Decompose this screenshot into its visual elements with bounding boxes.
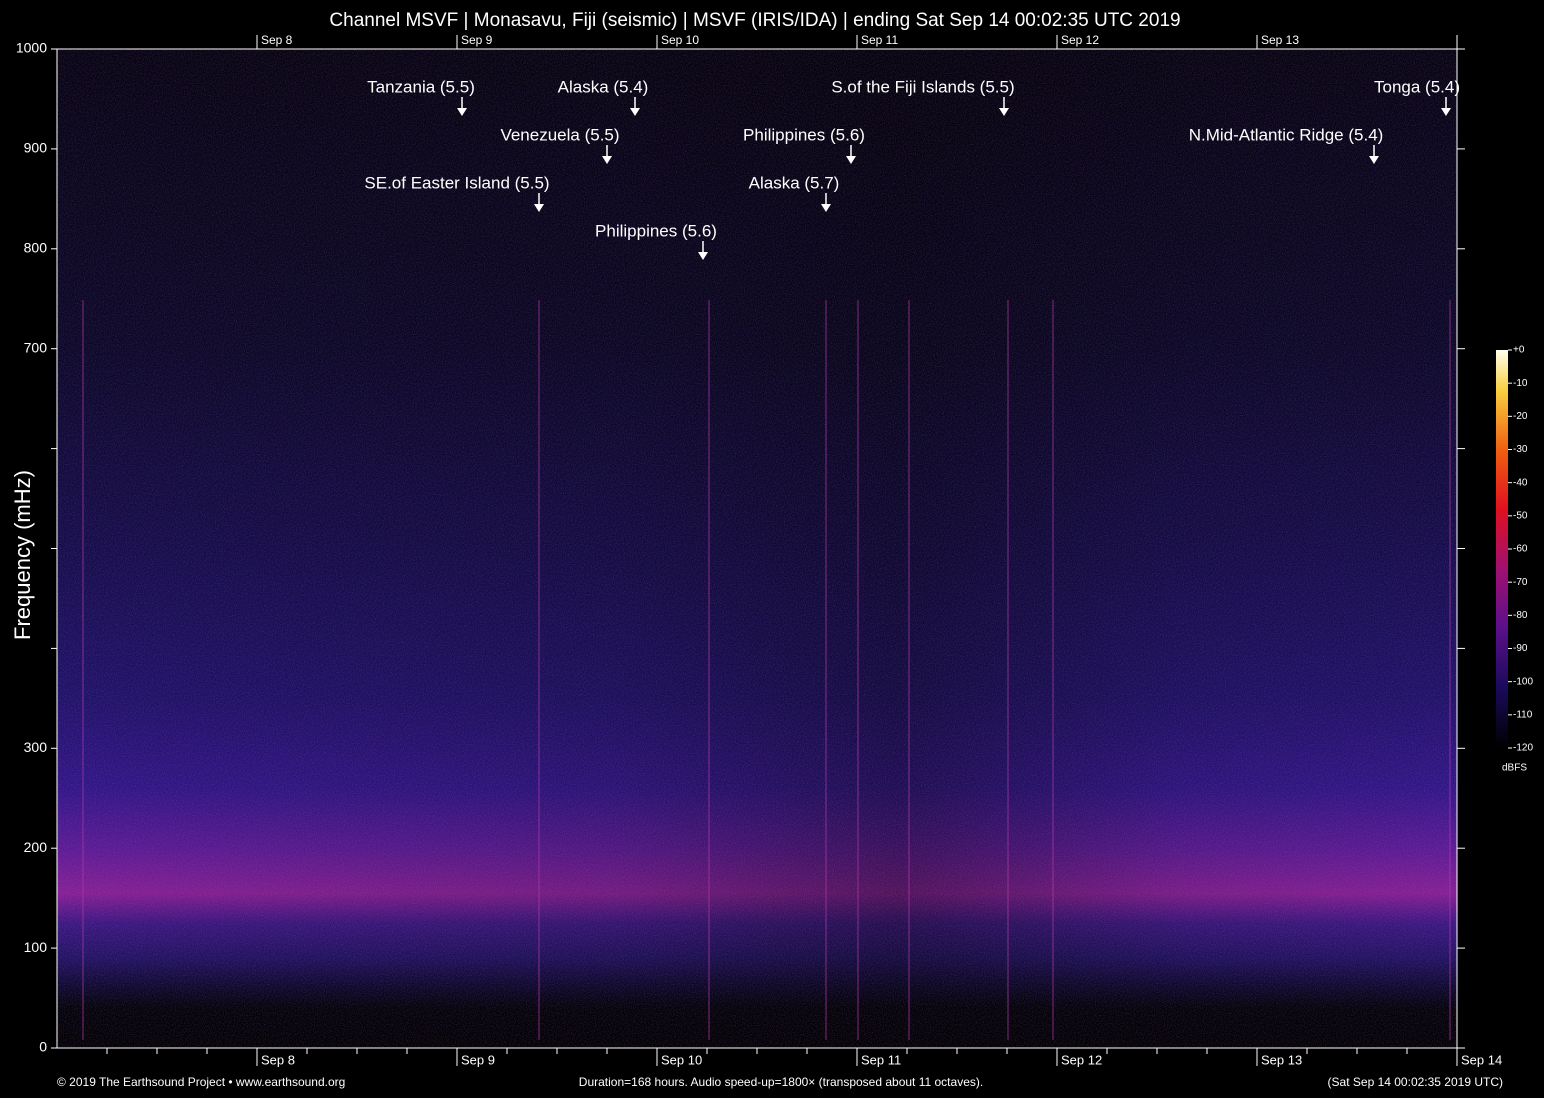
event-label: N.Mid-Atlantic Ridge (5.4) (1189, 125, 1384, 144)
x-tick-label-top: Sep 9 (461, 33, 493, 47)
x-tick-label-top: Sep 8 (261, 33, 293, 47)
spectrogram (57, 49, 1457, 1048)
y-tick-label: 800 (24, 240, 48, 256)
x-tick-label: Sep 10 (661, 1052, 702, 1067)
x-tick-label: Sep 14 (1461, 1052, 1502, 1067)
y-tick-label: 0 (39, 1039, 47, 1055)
event-arrowhead (602, 156, 612, 164)
x-tick-label-top: Sep 12 (1061, 33, 1099, 47)
colorbar-tick-label: -90 (1513, 643, 1528, 654)
colorbar-tick-label: -20 (1513, 411, 1528, 422)
y-axis-label: Frequency (mHz) (10, 470, 35, 640)
event-label: Alaska (5.4) (558, 77, 649, 96)
event-annotation: Tanzania (5.5) (367, 77, 475, 116)
colorbar-tick-label: -100 (1513, 676, 1533, 687)
x-tick-label: Sep 9 (461, 1052, 495, 1067)
colorbar-label: dBFS (1502, 763, 1527, 774)
event-arrowhead (821, 204, 831, 212)
colorbar-tick-label: -60 (1513, 544, 1528, 555)
event-arrowhead (1441, 108, 1451, 116)
footer-center: Duration=168 hours. Audio speed-up=1800×… (579, 1075, 983, 1089)
spectrogram-noise (57, 49, 1457, 1048)
y-tick-label: 200 (24, 839, 48, 855)
event-label: Philippines (5.6) (743, 125, 865, 144)
event-label: S.of the Fiji Islands (5.5) (831, 77, 1014, 96)
x-tick-label: Sep 8 (261, 1052, 295, 1067)
event-annotation: SE.of Easter Island (5.5) (364, 173, 550, 212)
y-tick-label: 700 (24, 339, 48, 355)
x-tick-label-top: Sep 13 (1261, 33, 1299, 47)
x-tick-label: Sep 11 (861, 1052, 901, 1067)
chart-title: Channel MSVF | Monasavu, Fiji (seismic) … (329, 10, 1180, 31)
x-tick-label-top: Sep 11 (861, 33, 898, 47)
event-label: Tanzania (5.5) (367, 77, 475, 96)
event-arrowhead (846, 156, 856, 164)
event-arrowhead (1369, 156, 1379, 164)
x-tick-label-top: Sep 10 (661, 33, 699, 47)
event-label: Venezuela (5.5) (500, 125, 619, 144)
colorbar-tick-label: -30 (1513, 444, 1528, 455)
event-annotation: Alaska (5.4) (558, 77, 649, 116)
y-tick-label: 300 (24, 739, 48, 755)
event-arrowhead (534, 204, 544, 212)
colorbar-tick-label: -110 (1513, 709, 1533, 720)
colorbar-tick-label: +0 (1513, 345, 1525, 356)
event-arrowhead (630, 108, 640, 116)
event-label: SE.of Easter Island (5.5) (364, 173, 549, 192)
event-annotation: Philippines (5.6) (743, 125, 865, 164)
colorbar-tick-label: -40 (1513, 477, 1528, 488)
x-tick-label: Sep 13 (1261, 1052, 1302, 1067)
y-tick-label: 1000 (16, 40, 47, 56)
y-tick-label: 100 (24, 939, 48, 955)
colorbar-tick-label: -70 (1513, 577, 1528, 588)
colorbar-tick-label: -50 (1513, 510, 1528, 521)
colorbar-tick-label: -80 (1513, 610, 1528, 621)
x-tick-label: Sep 12 (1061, 1052, 1102, 1067)
event-label: Philippines (5.6) (595, 221, 717, 240)
footer-right: (Sat Sep 14 00:02:35 2019 UTC) (1328, 1075, 1503, 1089)
event-annotation: Alaska (5.7) (749, 173, 840, 212)
event-annotation: Venezuela (5.5) (500, 125, 620, 164)
colorbar-tick-label: -10 (1513, 378, 1528, 389)
event-annotation: Tonga (5.4) (1374, 77, 1460, 116)
event-annotation: Philippines (5.6) (595, 221, 717, 260)
event-arrowhead (457, 108, 467, 116)
event-arrowhead (999, 108, 1009, 116)
event-annotation: N.Mid-Atlantic Ridge (5.4) (1189, 125, 1384, 164)
event-annotation: S.of the Fiji Islands (5.5) (831, 77, 1015, 116)
colorbar (1496, 350, 1508, 748)
event-label: Alaska (5.7) (749, 173, 840, 192)
event-arrowhead (698, 252, 708, 260)
footer-left: © 2019 The Earthsound Project • www.eart… (57, 1075, 345, 1089)
colorbar-tick-label: -120 (1513, 743, 1533, 754)
y-tick-label: 900 (24, 140, 48, 156)
event-label: Tonga (5.4) (1374, 77, 1460, 96)
